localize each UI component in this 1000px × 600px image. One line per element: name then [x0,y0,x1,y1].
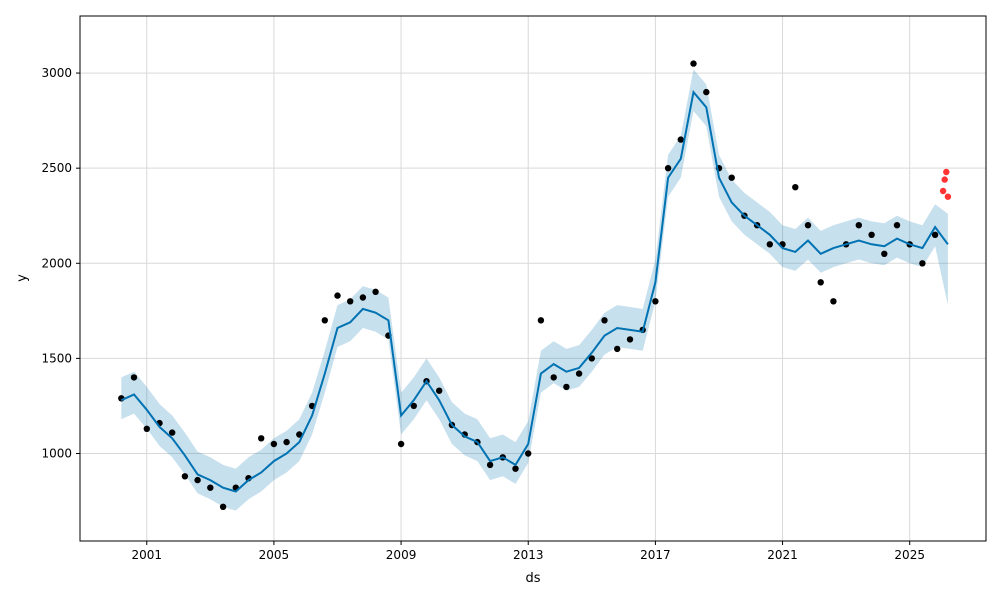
observed-point [372,288,379,295]
observed-point [601,317,608,324]
observed-point [766,241,773,248]
observed-point [397,440,405,448]
forecast-line-group [120,89,949,493]
observed-point [410,402,417,410]
y-tick-label: 3000 [41,66,72,80]
observed-point [881,250,888,257]
highlight-point [941,176,948,183]
x-tick-label: 2013 [513,548,544,562]
x-tick-label: 2001 [131,548,162,562]
y-tick-label: 2000 [41,256,72,270]
observed-point [614,345,621,353]
x-tick-label: 2025 [894,548,925,562]
y-axis-label: y [15,274,30,282]
observed-point [283,438,290,446]
observed-point [258,435,265,442]
highlight-points [939,168,952,200]
observed-point [690,60,697,67]
x-tick-label: 2009 [386,548,417,562]
observed-point [219,503,227,510]
observed-point [436,387,443,394]
observed-point [817,279,824,286]
observed-point [270,440,278,448]
observed-point [207,484,214,491]
uncertainty-band [121,69,948,511]
observed-point [588,355,595,362]
plot-frame [79,15,987,542]
observed-point [575,370,583,377]
observed-point [130,374,138,381]
observed-point [664,165,672,172]
observed-point [893,222,901,229]
observed-point [537,317,545,324]
observed-point [563,383,570,391]
forecast-line [120,89,949,493]
x-tick-label: 2017 [640,548,671,562]
observed-point [792,184,799,191]
observed-point [550,374,557,381]
observed-point [321,317,328,324]
y-tick-label: 2500 [41,161,72,175]
observed-point [677,136,684,143]
observed-point [334,292,341,299]
observed-point [347,298,354,305]
observed-point [919,260,926,267]
observed-point [703,88,710,96]
observed-point [143,425,150,432]
observed-point [194,476,201,484]
observed-point [830,298,837,305]
observed-point [931,231,939,238]
observed-point [855,222,862,229]
observed-point [525,450,532,457]
observed-point [181,473,189,480]
x-axis-label: ds [525,571,540,586]
observed-point [728,174,735,181]
observed-point [296,431,303,438]
highlight-point [943,168,950,176]
highlight-point [939,187,947,195]
x-tick-label: 2005 [259,548,290,562]
highlight-point [944,193,952,200]
observed-point [512,465,519,472]
uncertainty-interval [121,69,948,511]
y-tick-label: 1000 [41,447,72,461]
observed-point [486,461,494,469]
observed-point [804,222,812,229]
observed-point [169,429,176,436]
observed-point [868,231,875,238]
y-tick-label: 1500 [41,351,72,365]
observed-point [652,298,659,305]
x-tick-label: 2021 [767,548,798,562]
observed-point [626,336,634,343]
observed-point [359,294,367,301]
axes: 2001 2005 2009 2013 2017 2021 2025 1000 1500 2000… [41,15,987,562]
